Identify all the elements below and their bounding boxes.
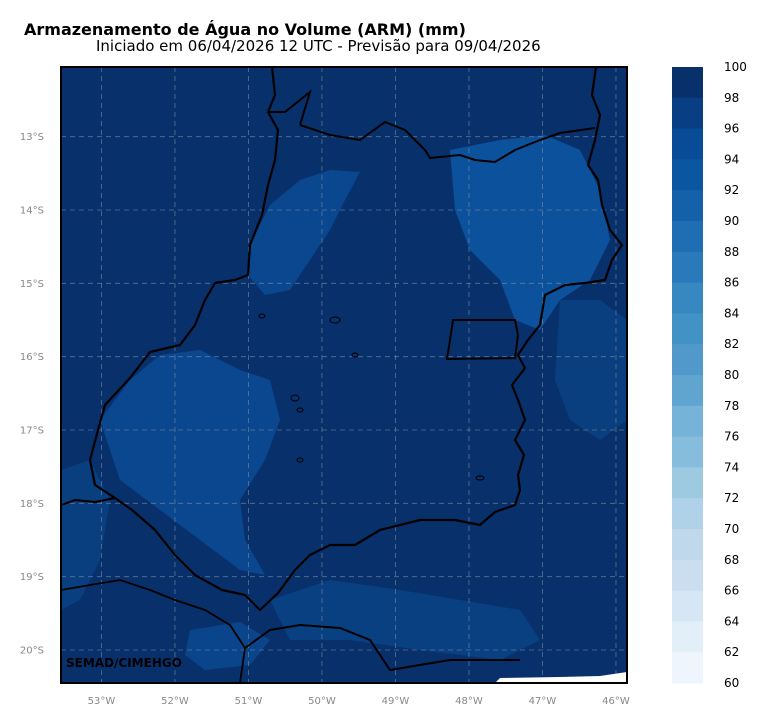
colorbar-label: 64 — [724, 614, 739, 628]
colorbar-label: 76 — [724, 430, 739, 444]
colorbar-swatch — [672, 436, 703, 468]
longitude-tick-label: 52°W — [161, 696, 189, 707]
credit-label: SEMAD/CIMEHGO — [66, 656, 182, 670]
lake — [258, 313, 266, 319]
latitude-tick-label: 18°S — [20, 499, 44, 510]
patch-central-north — [248, 170, 360, 295]
map-title: Armazenamento de Água no Volume (ARM) (m… — [24, 20, 466, 39]
longitude-tick-label: 53°W — [88, 696, 116, 707]
south-river-boundary — [244, 623, 520, 672]
colorbar-swatch — [672, 467, 703, 499]
colorbar-swatch — [672, 221, 703, 253]
colorbar-label: 100 — [724, 60, 747, 74]
colorbar-swatch — [672, 67, 703, 99]
longitude-tick-label: 48°W — [455, 696, 483, 707]
lake — [475, 475, 485, 481]
lakes — [258, 313, 485, 481]
patch-southwest — [100, 350, 280, 575]
colorbar-swatch — [672, 251, 703, 284]
longitude-tick-label: 49°W — [382, 696, 410, 707]
colorbar-labels: 100 98 96 94 92 90 88 86 84 82 80 78 76 74 72 70 68 66 64 6… — [724, 60, 747, 690]
colorbar-swatch — [672, 405, 703, 438]
colorbar-label: 92 — [724, 183, 739, 197]
west-river-boundary — [61, 579, 246, 683]
latitude-tick-label: 14°S — [20, 206, 44, 217]
longitude-tick-label: 50°W — [308, 696, 336, 707]
colorbar-swatch — [672, 375, 703, 407]
colorbar-label: 98 — [724, 91, 739, 105]
colorbar-label: 74 — [724, 460, 739, 474]
colorbar-label: 88 — [724, 245, 739, 259]
longitude-tick-label: 47°W — [529, 696, 557, 707]
colorbar-label: 66 — [724, 584, 739, 598]
colorbar-label: 94 — [724, 152, 739, 166]
colorbar-swatch — [672, 590, 703, 622]
colorbar-swatch — [672, 97, 703, 130]
colorbar-swatch — [672, 282, 703, 314]
arm-field-patches — [61, 135, 627, 670]
colorbar-swatch — [672, 190, 703, 222]
map-frame — [60, 66, 628, 684]
colorbar-swatch — [672, 498, 703, 530]
lake — [351, 352, 359, 358]
colorbar-swatch — [672, 559, 703, 592]
colorbar-label: 90 — [724, 214, 739, 228]
colorbar-swatch — [672, 313, 703, 345]
colorbar-label: 70 — [724, 522, 739, 536]
colorbar-label: 60 — [724, 676, 739, 690]
lake — [329, 316, 341, 324]
federal-district-boundary — [445, 319, 520, 361]
southern-state-boundary — [61, 497, 116, 506]
colorbar-label: 80 — [724, 368, 739, 382]
colorbar-label: 82 — [724, 337, 739, 351]
latitude-tick-label: 13°S — [20, 132, 44, 143]
patch-east-edge — [555, 300, 627, 440]
northern-state-boundary — [299, 120, 596, 164]
latitude-tick-label: 17°S — [20, 426, 44, 437]
longitude-labels: 53°W 52°W 51°W 50°W 49°W 48°W 47°W 46°W — [88, 696, 630, 707]
map-area — [61, 67, 627, 683]
colorbar-label: 84 — [724, 306, 739, 320]
colorbar-label: 72 — [724, 491, 739, 505]
lake — [296, 457, 304, 463]
colorbar — [672, 67, 703, 684]
patch-south — [270, 580, 540, 660]
colorbar-label: 86 — [724, 276, 739, 290]
colorbar-swatch — [672, 652, 703, 684]
colorbar-label: 96 — [724, 122, 739, 136]
colorbar-swatch — [672, 344, 703, 376]
graticule — [61, 67, 627, 683]
latitude-tick-label: 19°S — [20, 572, 44, 583]
colorbar-swatch — [672, 529, 703, 561]
latitude-tick-label: 15°S — [20, 279, 44, 290]
latitude-tick-label: 20°S — [20, 646, 44, 657]
colorbar-swatch — [672, 128, 703, 160]
patch-northeast — [450, 135, 610, 330]
longitude-tick-label: 51°W — [235, 696, 263, 707]
map-subtitle: Iniciado em 06/04/2026 12 UTC - Previsão… — [96, 37, 541, 55]
latitude-tick-label: 16°S — [20, 352, 44, 363]
colorbar-label: 78 — [724, 399, 739, 413]
colorbar-swatch — [672, 159, 703, 191]
lake — [290, 394, 300, 402]
latitude-labels: 13°S 14°S 15°S 16°S 17°S 18°S 19°S 20°S — [20, 132, 44, 656]
lake — [296, 407, 304, 413]
longitude-tick-label: 46°W — [602, 696, 630, 707]
colorbar-swatch — [672, 621, 703, 653]
colorbar-label: 62 — [724, 645, 739, 659]
colorbar-label: 68 — [724, 553, 739, 567]
no-data-area — [495, 672, 627, 683]
tocantins-wedge — [268, 89, 312, 126]
patch-west-edge — [61, 460, 110, 610]
goias-state-boundary — [88, 67, 624, 612]
